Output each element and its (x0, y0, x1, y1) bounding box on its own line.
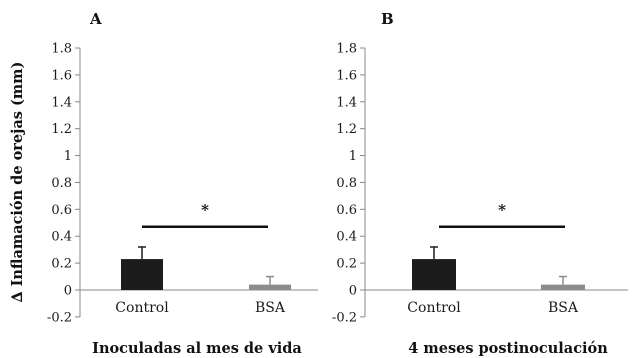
y-tick-label: 1.6 (336, 68, 357, 83)
y-tick-label: 0 (64, 284, 72, 299)
significance-marker: * (201, 201, 209, 219)
y-axis-title: ∆ Inflamación de orejas (mm) (9, 62, 26, 303)
x-axis-title: 4 meses postinoculación (408, 340, 608, 357)
y-tick-label: 1.8 (51, 42, 72, 57)
panel-label: B (381, 10, 394, 28)
y-tick-label: 0.4 (336, 230, 357, 245)
y-tick-label: 1.6 (51, 68, 72, 83)
category-label: BSA (548, 300, 579, 316)
y-tick-label: 0.6 (51, 203, 72, 218)
y-tick-label: -0.2 (332, 310, 357, 325)
bar-bsa (249, 284, 291, 290)
y-tick-label: 0 (349, 284, 357, 299)
y-tick-label: -0.2 (47, 310, 72, 325)
category-label: Control (407, 300, 461, 316)
y-tick-label: 0.2 (51, 257, 72, 272)
y-tick-label: 0.8 (51, 176, 72, 191)
category-label: BSA (255, 300, 286, 316)
bar-bsa (541, 284, 585, 290)
y-tick-label: 0.8 (336, 176, 357, 191)
y-tick-label: 1.4 (336, 95, 357, 110)
panel-label: A (89, 10, 102, 28)
x-axis-title: Inoculadas al mes de vida (92, 340, 302, 357)
panel-a: A -0.2 0 0.2 0.4 0.6 0.8 1 1.2 1.4 1.6 1.8 Control BS… (47, 10, 318, 357)
y-tick-label: 1.4 (51, 95, 72, 110)
y-tick-label: 1 (64, 149, 72, 164)
panel-b: B -0.2 0 0.2 0.4 0.6 0.8 1 1.2 1.4 1.6 1.8 Control BS… (332, 10, 628, 357)
y-tick-label: 1 (349, 149, 357, 164)
bar-control (412, 259, 456, 290)
category-label: Control (115, 300, 169, 316)
bar-control (121, 259, 163, 290)
y-tick-label: 1.2 (51, 122, 72, 137)
significance-marker: * (498, 201, 506, 219)
y-tick-label: 1.2 (336, 122, 357, 137)
y-tick-label: 0.2 (336, 257, 357, 272)
y-tick-label: 0.4 (51, 230, 72, 245)
y-tick-label: 1.8 (336, 42, 357, 57)
y-tick-label: 0.6 (336, 203, 357, 218)
